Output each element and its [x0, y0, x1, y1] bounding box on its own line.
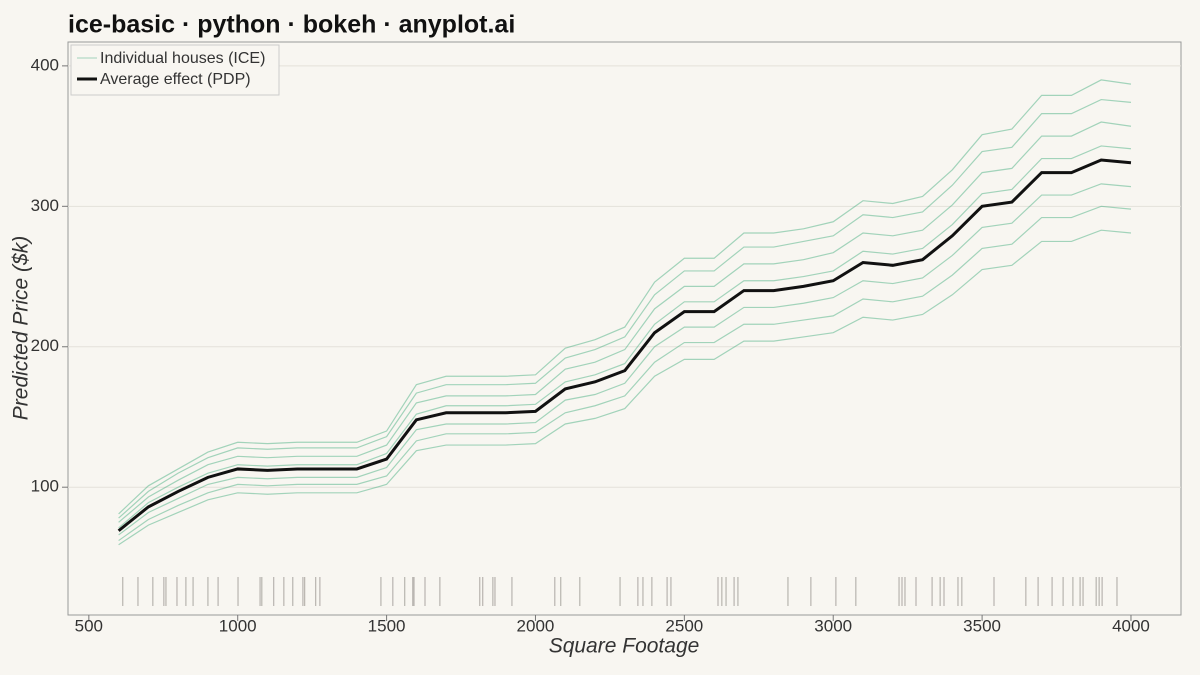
x-tick-label: 2000	[517, 616, 555, 635]
x-tick-label: 4000	[1112, 616, 1150, 635]
ice-line	[118, 121, 1132, 523]
ice-line	[118, 205, 1132, 542]
x-tick-label: 1000	[219, 616, 257, 635]
x-tick-label: 1500	[368, 616, 406, 635]
x-tick-label: 500	[75, 616, 103, 635]
y-tick-label: 300	[31, 196, 59, 215]
x-tick-label: 2500	[665, 616, 703, 635]
y-tick-label: 100	[31, 477, 59, 496]
chart-title: ice-basic · python · bokeh · anyplot.ai	[68, 11, 515, 39]
y-axis-label: Predicted Price ($k)	[10, 236, 33, 420]
ice-line	[118, 98, 1132, 519]
x-axis-label: Square Footage	[549, 635, 700, 658]
plot-frame	[67, 41, 1182, 616]
x-tick-label: 3000	[814, 616, 852, 635]
pdp-line	[117, 158, 1132, 532]
ice-line	[118, 183, 1132, 536]
ice-line	[118, 229, 1132, 546]
legend-label: Average effect (PDP)	[100, 71, 251, 88]
ice-line	[118, 145, 1132, 529]
legend-label: Individual houses (ICE)	[100, 50, 265, 67]
x-tick-label: 3500	[963, 616, 1001, 635]
legend-box	[70, 44, 280, 96]
ice-line	[118, 79, 1132, 515]
y-tick-label: 400	[31, 55, 59, 74]
y-tick-label: 200	[31, 336, 59, 355]
